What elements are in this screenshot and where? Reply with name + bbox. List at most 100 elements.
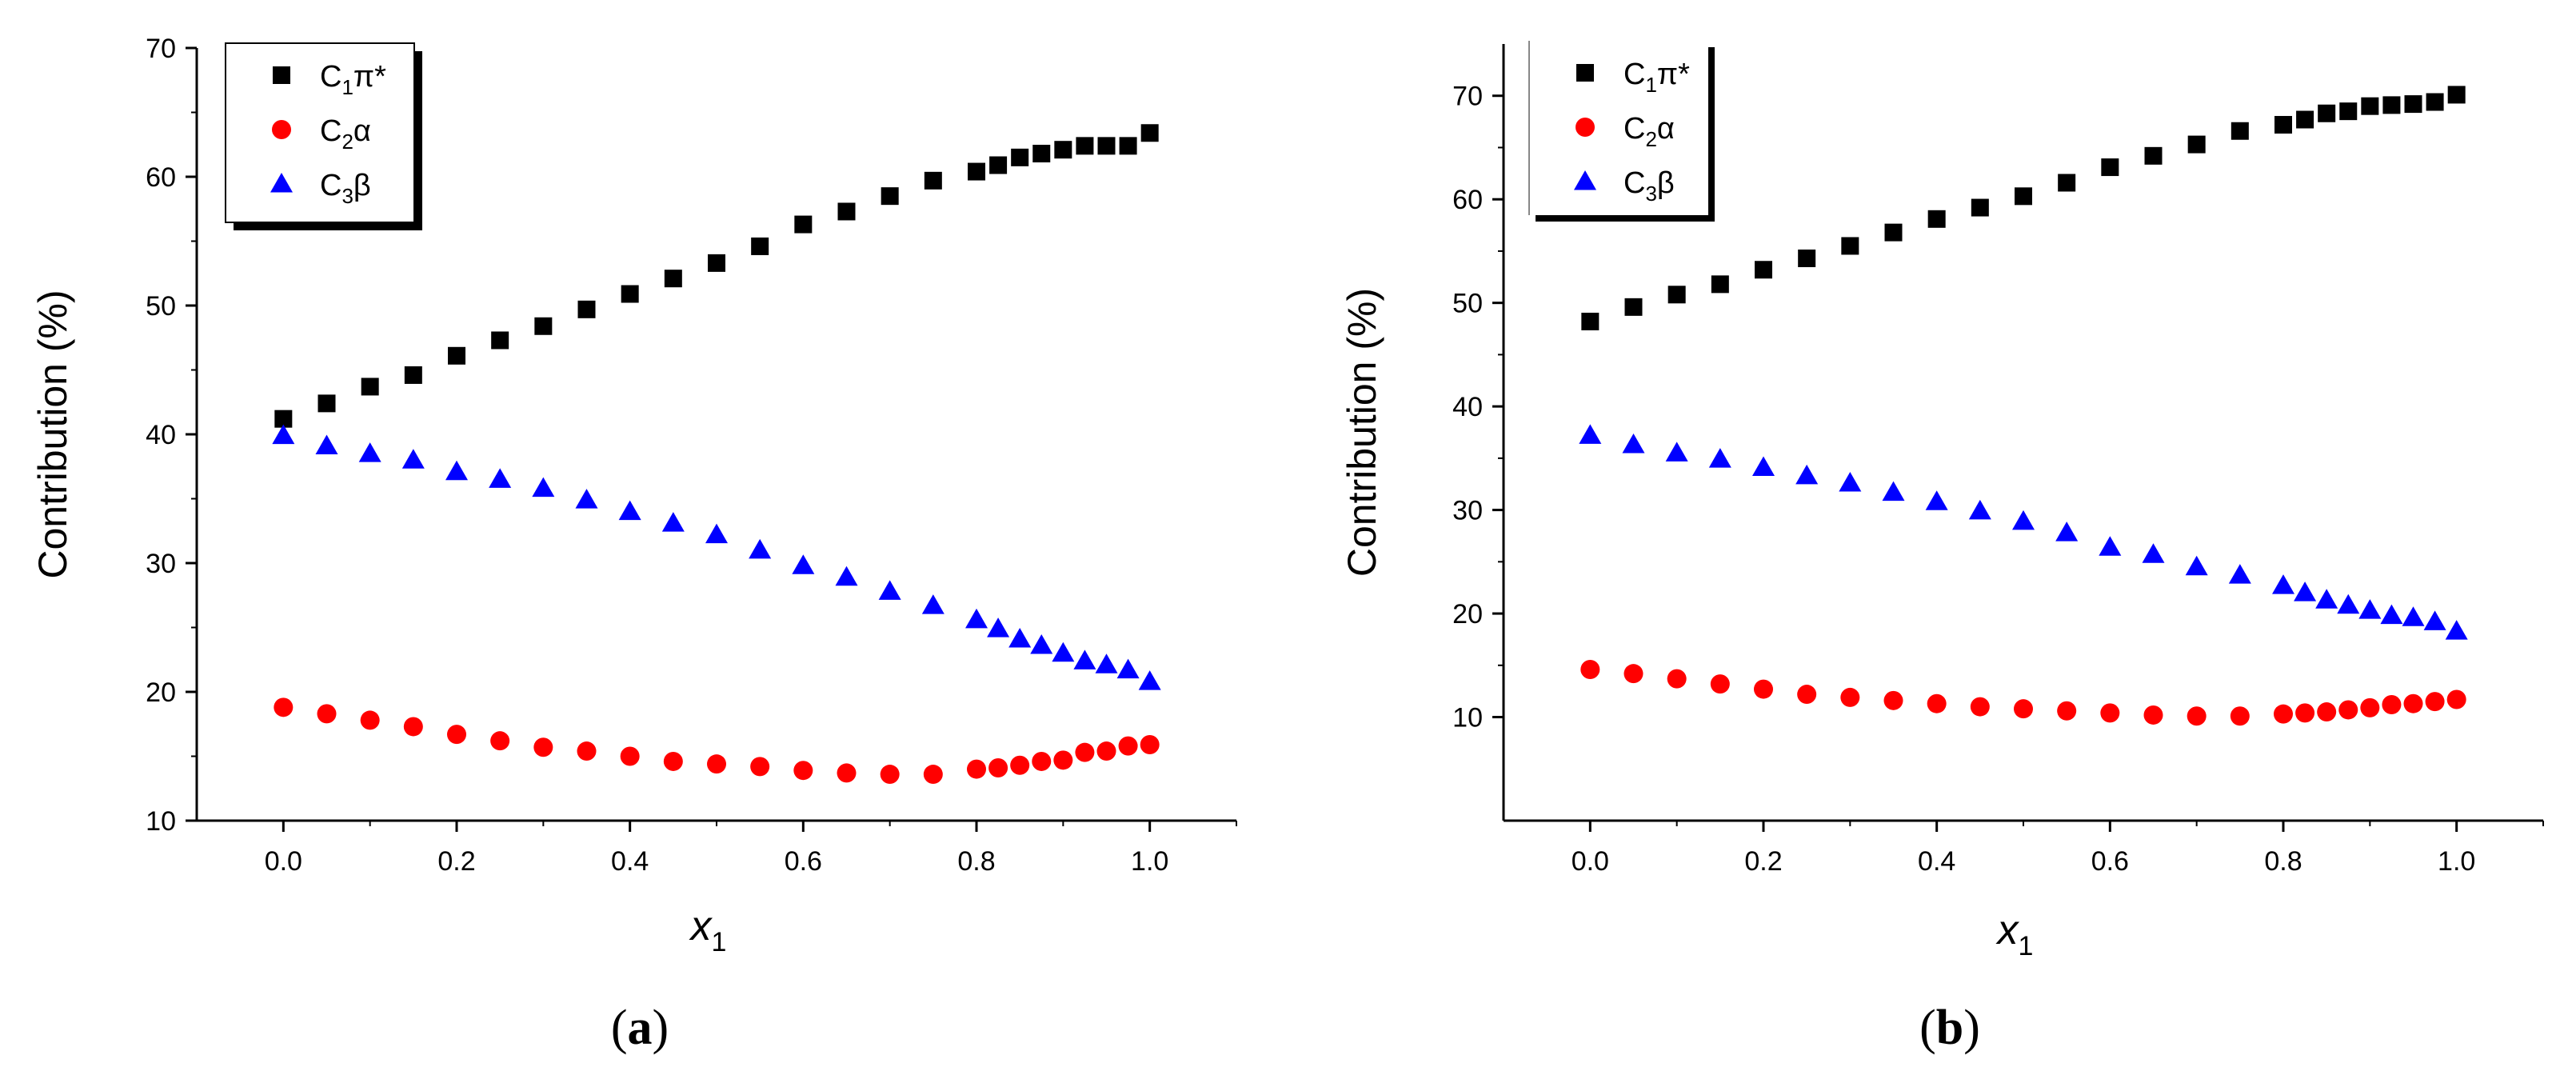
data-point-square <box>2361 97 2379 115</box>
legend-entry-symbol: α <box>1657 112 1675 146</box>
data-point-circle <box>1710 674 1730 694</box>
data-point-circle <box>2446 689 2466 709</box>
data-point-circle <box>274 697 294 717</box>
data-point-triangle <box>2445 620 2468 640</box>
legend-entry-base: C <box>1623 58 1645 91</box>
legend-box <box>1529 41 1708 215</box>
y-tick-label: 40 <box>1452 392 1483 422</box>
data-point-triangle <box>272 424 295 445</box>
legend-entry-symbol: α <box>353 114 371 148</box>
data-point-triangle <box>358 442 381 462</box>
legend-entry-sub: 2 <box>1645 127 1656 151</box>
data-point-square <box>2187 135 2206 154</box>
data-point-square <box>2447 86 2466 104</box>
data-point-triangle <box>2012 510 2035 530</box>
y-tick-label: 70 <box>1452 82 1483 112</box>
x-tick-label: 0.6 <box>785 846 822 877</box>
data-point-square <box>1884 223 1903 242</box>
data-point-circle <box>880 765 900 785</box>
data-point-square <box>989 156 1008 174</box>
data-point-square <box>2015 187 2032 206</box>
data-point-circle <box>1053 750 1073 770</box>
x-tick-label: 0.0 <box>1572 846 1609 877</box>
legend-entry-base: C <box>320 169 341 202</box>
data-point-square <box>577 300 596 318</box>
data-point-triangle <box>445 460 468 481</box>
data-point-circle <box>2382 694 2402 714</box>
data-point-circle <box>2360 697 2380 717</box>
data-point-triangle <box>1665 442 1688 462</box>
y-tick-label: 20 <box>1452 599 1483 629</box>
x-tick-label: 0.8 <box>957 846 995 877</box>
panel-label: (b) <box>1919 1001 1980 1055</box>
data-point-square <box>1011 148 1029 166</box>
data-point-triangle <box>2358 599 2382 619</box>
data-point-triangle <box>705 523 728 544</box>
data-point-circle <box>663 751 683 771</box>
data-point-triangle <box>1579 424 1602 444</box>
legend-entry-base: C <box>1623 166 1645 200</box>
data-point-square <box>361 378 379 396</box>
data-point-triangle <box>2185 555 2208 576</box>
series-1 <box>274 124 1159 428</box>
data-point-triangle <box>2423 610 2446 630</box>
data-point-circle <box>2100 703 2120 723</box>
legend-entry: C2α <box>320 114 371 154</box>
data-point-triangle <box>489 468 512 488</box>
data-point-square <box>1841 237 1859 255</box>
data-point-square <box>1119 137 1137 155</box>
series-3 <box>272 424 1161 690</box>
data-point-square <box>794 215 813 234</box>
data-point-square <box>318 394 336 413</box>
data-point-circle <box>1010 755 1030 775</box>
legend-marker-triangle <box>1574 170 1596 190</box>
x-tick-label: 0.4 <box>1918 846 1955 877</box>
data-point-circle <box>1032 751 1052 771</box>
data-point-square <box>708 254 725 272</box>
x-tick-label: 0.6 <box>2091 846 2129 877</box>
data-point-circle <box>2338 700 2358 720</box>
data-point-square <box>2144 146 2163 165</box>
data-point-square <box>881 187 899 206</box>
data-point-square <box>1711 275 1729 294</box>
x-tick-label: 1.0 <box>1131 846 1168 877</box>
data-point-square <box>968 162 985 181</box>
data-point-square <box>1624 298 1643 316</box>
data-point-circle <box>1797 685 1817 705</box>
data-point-square <box>1097 137 1116 155</box>
panel-label-close: ) <box>653 1001 669 1055</box>
data-point-square <box>2426 93 2444 111</box>
x-tick-label: 0.0 <box>265 846 302 877</box>
y-tick-label: 30 <box>146 549 176 579</box>
data-point-square <box>1032 145 1051 163</box>
data-point-triangle <box>1752 456 1775 477</box>
data-point-circle <box>967 759 986 779</box>
data-point-circle <box>1580 659 1600 679</box>
data-point-square <box>664 270 682 288</box>
legend-entry-symbol: β <box>1657 166 1675 200</box>
y-tick-label: 10 <box>1452 703 1483 733</box>
data-point-triangle <box>575 489 598 509</box>
data-point-circle <box>1623 664 1643 684</box>
data-point-square <box>2339 102 2358 121</box>
data-point-circle <box>2187 706 2207 726</box>
data-point-square <box>1667 286 1686 304</box>
legend-marker-circle <box>1576 118 1595 137</box>
x-tick-label: 0.2 <box>1744 846 1782 877</box>
data-point-triangle <box>1138 670 1161 690</box>
data-point-circle <box>1927 693 1947 713</box>
y-tick-label: 50 <box>146 291 176 322</box>
legend-entry-sub: 3 <box>1645 182 1656 206</box>
data-point-circle <box>403 717 423 737</box>
data-point-circle <box>620 746 640 766</box>
data-point-triangle <box>1116 658 1140 679</box>
panel-label-open: ( <box>1919 1001 1936 1055</box>
data-point-triangle <box>1925 490 1948 510</box>
legend-entry: C3β <box>1623 166 1675 206</box>
y-tick-label: 60 <box>1452 185 1483 215</box>
data-point-square <box>621 285 639 303</box>
data-point-circle <box>2425 692 2445 712</box>
data-point-triangle <box>1052 641 1075 662</box>
data-point-circle <box>1883 690 1903 710</box>
data-point-triangle <box>1839 471 1862 492</box>
